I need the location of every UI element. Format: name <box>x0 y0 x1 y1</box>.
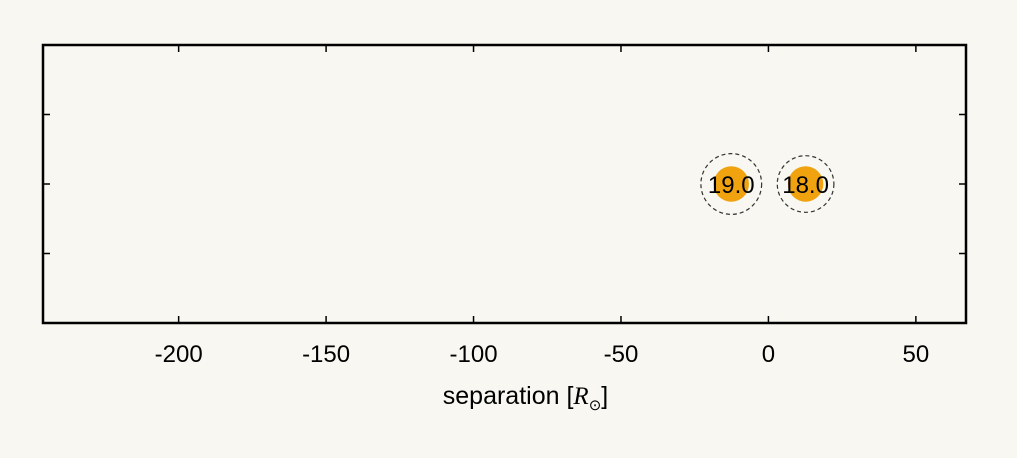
roche-lobe-outline <box>776 155 835 213</box>
star-disk <box>787 166 824 202</box>
x-tick-label: -50 <box>604 341 639 368</box>
x-axis-label-close: ] <box>601 382 608 410</box>
x-axis-label-text: separation [ <box>443 382 574 410</box>
star-mass-label: 19.0 <box>708 172 755 199</box>
axis-ticks <box>43 45 966 323</box>
star-18-0: 18.0 <box>776 155 835 213</box>
x-axis-label-unit-subscript: ⊙ <box>589 397 602 414</box>
x-tick-label: -150 <box>302 341 350 368</box>
x-tick-label: 0 <box>762 341 775 368</box>
roche-lobe-outline <box>700 153 763 215</box>
star-mass-label: 18.0 <box>782 172 829 199</box>
star-disk <box>713 166 749 202</box>
x-tick-label: -100 <box>450 341 498 368</box>
x-tick-label: 50 <box>903 341 930 368</box>
x-axis-label: separation [R⊙] <box>443 382 608 414</box>
star-19-0: 19.0 <box>700 153 763 215</box>
x-axis-label-unit: R <box>572 383 588 410</box>
x-tick-label: -200 <box>155 341 203 368</box>
star-layer: 19.0 18.0 <box>700 153 835 215</box>
x-tick-labels: -200 -150 -100 -50 0 50 <box>155 341 930 368</box>
